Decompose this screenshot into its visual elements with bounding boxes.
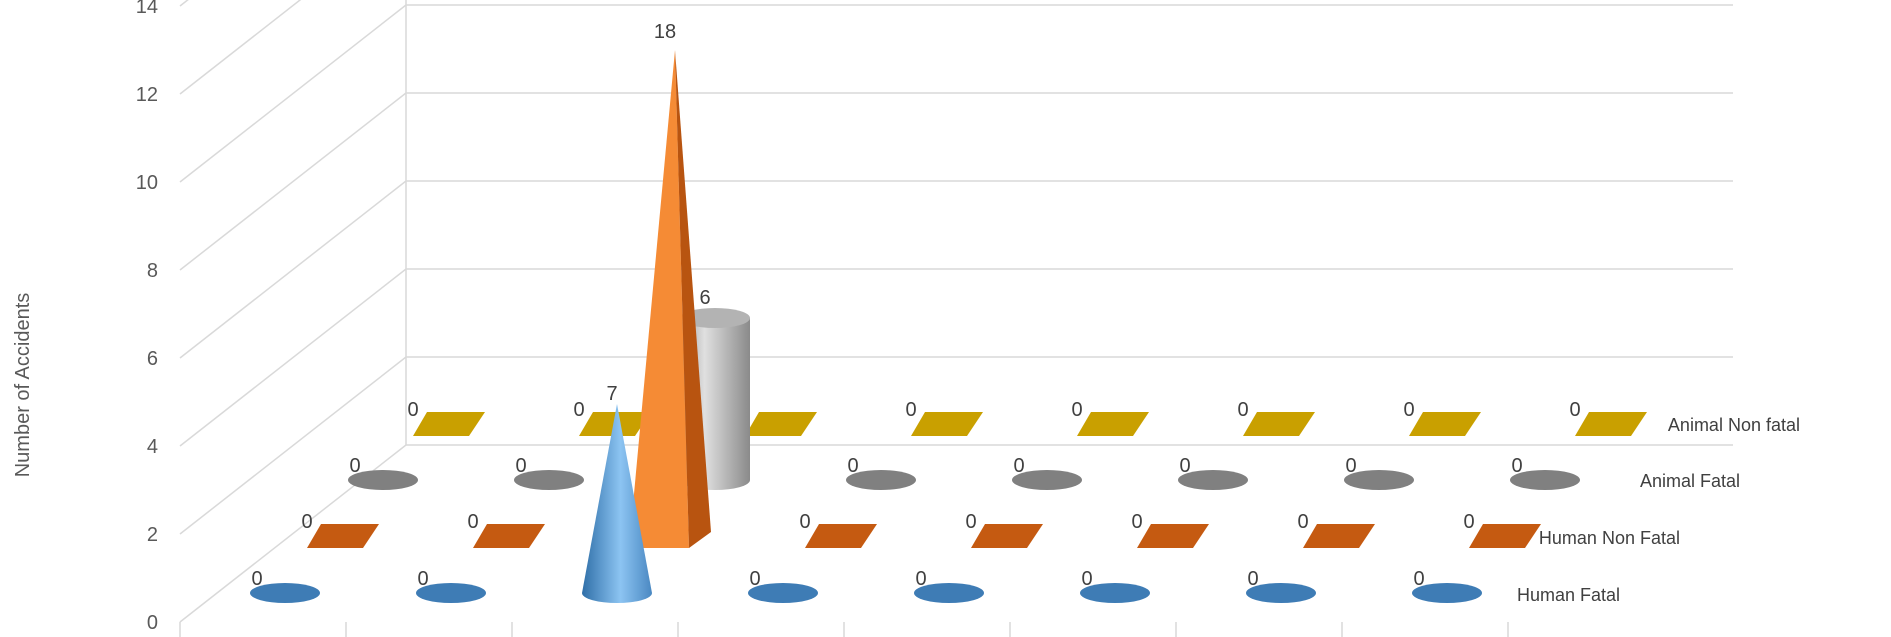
animal-non-fatal-marker — [745, 412, 817, 436]
animal-fatal-marker — [1012, 470, 1082, 490]
human-fatal-data-label: 0 — [251, 568, 262, 590]
animal-fatal-data-label: 0 — [349, 455, 360, 477]
animal-non-fatal-marker — [1575, 412, 1647, 436]
human-non-fatal-data-label: 0 — [799, 511, 810, 533]
human-non-fatal-marker — [1303, 524, 1375, 548]
human-non-fatal-marker — [971, 524, 1043, 548]
animal-non-fatal-data-label: 0 — [573, 399, 584, 421]
human-fatal-marker — [1412, 583, 1482, 603]
human-fatal-marker — [1080, 583, 1150, 603]
animal-fatal-marker — [846, 470, 916, 490]
data-marks: 0 0 0 0 0 0 0 0 Animal Non fatal 0 0 6 0 0 0 0 0 Animal F… — [250, 21, 1800, 605]
human-fatal-data-label: 7 — [606, 383, 617, 405]
human-non-fatal-marker — [473, 524, 545, 548]
gridline-side — [179, 180, 407, 359]
y-tick-label: 8 — [147, 260, 158, 282]
animal-non-fatal-data-label: 0 — [905, 399, 916, 421]
human-fatal-data-label: 0 — [1247, 568, 1258, 590]
animal-non-fatal-marker — [1077, 412, 1149, 436]
y-tick-label: 0 — [147, 612, 158, 634]
human-non-fatal-marker — [307, 524, 379, 548]
human-non-fatal-marker — [1469, 524, 1541, 548]
animal-non-fatal-data-label: 0 — [1403, 399, 1414, 421]
animal-non-fatal-data-label: 0 — [1569, 399, 1580, 421]
y-axis-ticks: 024681012141618 — [136, 0, 158, 634]
human-fatal-data-label: 0 — [1081, 568, 1092, 590]
gridline-side — [179, 356, 407, 535]
y-axis-label: Number of Accidents — [12, 293, 34, 478]
series-label-human-fatal: Human Fatal — [1517, 585, 1620, 605]
series-label-animal-non-fatal: Animal Non fatal — [1668, 415, 1800, 435]
animal-fatal-marker — [1510, 470, 1580, 490]
gridline-side — [179, 268, 407, 447]
human-fatal-data-label: 0 — [417, 568, 428, 590]
animal-fatal-data-label: 6 — [699, 287, 710, 309]
human-non-fatal-data-label: 0 — [467, 511, 478, 533]
animal-fatal-data-label: 0 — [1013, 455, 1024, 477]
animal-fatal-marker — [348, 470, 418, 490]
human-fatal-data-label: 0 — [915, 568, 926, 590]
human-fatal-data-label: 0 — [1413, 568, 1424, 590]
y-tick-label: 10 — [136, 172, 158, 194]
human-fatal-marker — [1246, 583, 1316, 603]
human-non-fatal-data-label: 0 — [965, 511, 976, 533]
human-non-fatal-data-label: 0 — [1131, 511, 1142, 533]
gridline-side — [179, 92, 407, 271]
y-tick-label: 12 — [136, 84, 158, 106]
animal-fatal-bar-top — [680, 308, 750, 328]
human-non-fatal-data-label: 0 — [1463, 511, 1474, 533]
series-label-human-non-fatal: Human Non Fatal — [1539, 528, 1680, 548]
animal-non-fatal-marker — [1243, 412, 1315, 436]
animal-fatal-marker — [514, 470, 584, 490]
gridlines — [179, 0, 1733, 637]
human-non-fatal-data-label: 18 — [654, 21, 676, 43]
human-fatal-data-label: 0 — [749, 568, 760, 590]
y-tick-label: 4 — [147, 436, 158, 458]
human-fatal-marker — [748, 583, 818, 603]
human-non-fatal-bar-side — [675, 50, 711, 548]
human-fatal-marker — [250, 583, 320, 603]
animal-non-fatal-marker — [1409, 412, 1481, 436]
human-fatal-marker — [914, 583, 984, 603]
animal-non-fatal-data-label: 0 — [1237, 399, 1248, 421]
gridline-side — [179, 4, 407, 183]
animal-fatal-data-label: 0 — [1345, 455, 1356, 477]
animal-fatal-data-label: 0 — [847, 455, 858, 477]
y-tick-label: 14 — [136, 0, 158, 18]
y-tick-label: 2 — [147, 524, 158, 546]
human-fatal-bar — [582, 404, 652, 603]
human-non-fatal-bar — [629, 50, 689, 548]
y-tick-label: 6 — [147, 348, 158, 370]
human-fatal-marker — [416, 583, 486, 603]
human-non-fatal-data-label: 0 — [1297, 511, 1308, 533]
animal-fatal-marker — [1178, 470, 1248, 490]
animal-fatal-data-label: 0 — [1511, 455, 1522, 477]
human-non-fatal-marker — [805, 524, 877, 548]
animal-non-fatal-marker — [911, 412, 983, 436]
animal-fatal-marker — [1344, 470, 1414, 490]
series-label-animal-fatal: Animal Fatal — [1640, 471, 1740, 491]
human-non-fatal-data-label: 0 — [301, 511, 312, 533]
animal-non-fatal-marker — [413, 412, 485, 436]
animal-non-fatal-data-label: 0 — [1071, 399, 1082, 421]
animal-non-fatal-data-label: 0 — [407, 399, 418, 421]
gridline-side — [179, 0, 302, 95]
animal-fatal-data-label: 0 — [515, 455, 526, 477]
human-non-fatal-marker — [1137, 524, 1209, 548]
animal-fatal-data-label: 0 — [1179, 455, 1190, 477]
